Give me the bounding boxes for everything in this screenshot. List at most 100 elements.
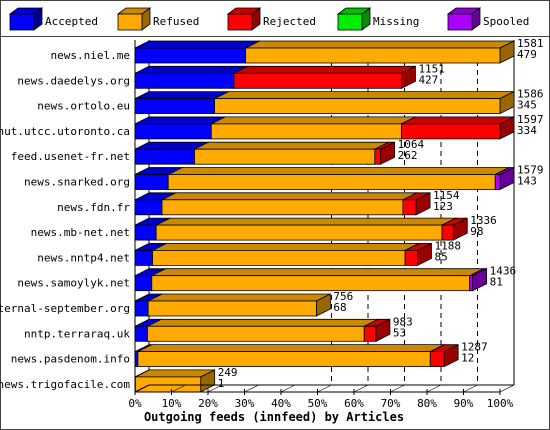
bar-front-face — [374, 148, 382, 165]
bar-top-face — [147, 293, 331, 302]
total-label: 1436 — [490, 265, 517, 278]
total-label: 249 — [218, 366, 238, 379]
bar-front-face — [147, 300, 317, 317]
bar-segment-rejected — [374, 141, 396, 165]
feed-count-label: 12 — [461, 352, 474, 365]
bar-top-face — [137, 344, 445, 353]
feed-count-label: 345 — [517, 99, 537, 112]
total-label: 1579 — [517, 164, 544, 177]
category-label: news.ortolo.eu — [37, 100, 130, 113]
bar-front-face — [363, 325, 377, 342]
bar-front-face — [245, 47, 501, 64]
x-tick-depth — [499, 384, 515, 393]
bar-front-face — [214, 98, 501, 114]
category-label: news.mb-net.net — [31, 226, 130, 239]
legend-swatch — [227, 13, 253, 31]
feed-count-label: 123 — [433, 200, 453, 213]
total-label: 1586 — [517, 88, 544, 101]
feed-count-label: 1 — [218, 377, 225, 390]
bar-segment-rejected — [441, 217, 468, 241]
x-tick-depth — [244, 384, 259, 393]
bar-front-face — [134, 199, 163, 216]
legend-label: Spooled — [483, 15, 529, 28]
x-tick-label: 10% — [162, 397, 182, 410]
bar-segment-refused — [194, 141, 390, 165]
bar-top-face — [147, 318, 379, 327]
total-label: 1597 — [517, 113, 544, 126]
bar-front-face — [134, 47, 246, 64]
x-tick-label: 20% — [198, 397, 218, 410]
legend: Accepted Refused Rejected Missing Spooled — [8, 7, 529, 31]
bar-front-face — [134, 98, 215, 114]
bar-segment-refused — [161, 192, 418, 216]
bar-top-face — [134, 65, 249, 74]
legend-swatch — [117, 13, 143, 31]
bar-segment-refused — [167, 166, 510, 191]
x-tick-label: 100% — [487, 397, 514, 410]
bar-front-face — [233, 72, 402, 89]
bar-front-face — [429, 351, 445, 368]
bar-front-face — [155, 224, 443, 241]
bar-segment-refused — [155, 217, 457, 241]
total-label: 1336 — [470, 214, 497, 227]
category-label: news.nntp4.net — [37, 251, 130, 264]
x-tick-depth — [390, 384, 405, 393]
legend-label: Refused — [153, 15, 199, 28]
bar-front-face — [134, 275, 153, 292]
feed-count-label: 262 — [398, 149, 418, 162]
total-label: 1287 — [461, 341, 488, 354]
bar-segment-accepted — [134, 40, 260, 64]
bar-front-face — [137, 351, 431, 368]
bar-front-face — [134, 148, 195, 165]
total-label: 983 — [393, 315, 413, 328]
feed-count-label: 427 — [418, 73, 438, 86]
total-label: 1188 — [435, 239, 462, 252]
bar-top-face — [214, 91, 515, 99]
bar-front-face — [134, 224, 157, 241]
bar-top-face — [211, 116, 416, 125]
bar-segment-refused — [152, 242, 420, 267]
x-tick-label: 40% — [271, 397, 291, 410]
bar-front-face — [194, 148, 376, 165]
bar-segment-rejected — [233, 65, 416, 89]
bar-front-face — [134, 123, 212, 140]
bar-segment-rejected — [402, 192, 431, 216]
x-tick-depth — [171, 384, 186, 393]
category-label: news.fdn.fr — [57, 201, 130, 214]
category-label: news.daedelys.org — [17, 74, 130, 87]
x-tick-label: 30% — [235, 397, 255, 410]
bar-segment-refused — [210, 116, 416, 140]
bar-front-face — [167, 174, 496, 190]
bar-segment-rejected — [401, 116, 515, 140]
bar-front-face — [134, 325, 148, 342]
total-label: 1064 — [398, 138, 425, 151]
bar-top-face — [152, 242, 420, 251]
bar-top-face — [194, 141, 389, 150]
total-label: 1151 — [418, 62, 445, 75]
x-tick-depth — [280, 384, 296, 393]
category-label: nut.utcc.utoronto.ca — [0, 125, 130, 138]
x-tick-label: 80% — [417, 397, 437, 410]
bar-segment-refused — [245, 40, 515, 64]
bar-front-face — [134, 249, 153, 266]
bar-front-face — [134, 174, 169, 190]
x-tick-depth — [463, 384, 478, 393]
bar-front-face — [161, 199, 404, 216]
bar-front-face — [210, 123, 402, 140]
category-label: news.pasdenom.info — [11, 353, 130, 366]
legend-label: Accepted — [45, 15, 98, 28]
legend-label: Missing — [373, 15, 419, 28]
bar-front-face — [134, 351, 139, 368]
bar-segment-refused — [151, 268, 485, 292]
bar-front-face — [469, 275, 474, 292]
bar-segment-accepted — [134, 65, 249, 89]
bar-front-face — [441, 224, 454, 241]
bar-front-face — [134, 300, 149, 317]
bar-front-face — [134, 376, 202, 393]
